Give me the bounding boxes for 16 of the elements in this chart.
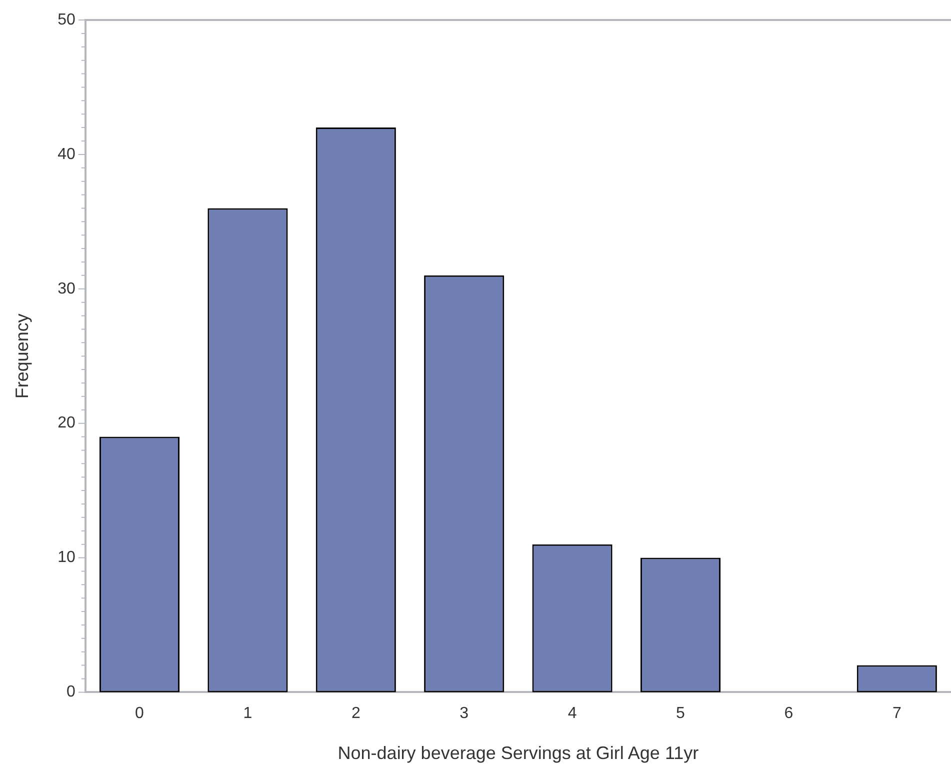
x-tick-label: 2: [351, 705, 360, 722]
x-tick-label: 0: [135, 705, 144, 722]
y-axis-title: Frequency: [12, 314, 32, 399]
y-tick-label: 20: [58, 414, 76, 432]
y-tick-label: 30: [58, 280, 76, 298]
y-tick-label: 10: [58, 549, 76, 566]
x-tick-label: 4: [568, 705, 577, 722]
x-tick-label: 6: [784, 705, 794, 722]
x-tick-label: 7: [892, 705, 902, 722]
x-tick-label: 5: [676, 705, 686, 722]
x-tick-label: 3: [460, 705, 469, 722]
y-tick-label: 40: [58, 146, 76, 163]
y-tick-label: 50: [58, 11, 76, 28]
y-tick-label: 0: [66, 684, 76, 701]
x-tick-label: 1: [243, 705, 252, 722]
x-axis-title: Non-dairy beverage Servings at Girl Age 11yr: [338, 743, 699, 764]
